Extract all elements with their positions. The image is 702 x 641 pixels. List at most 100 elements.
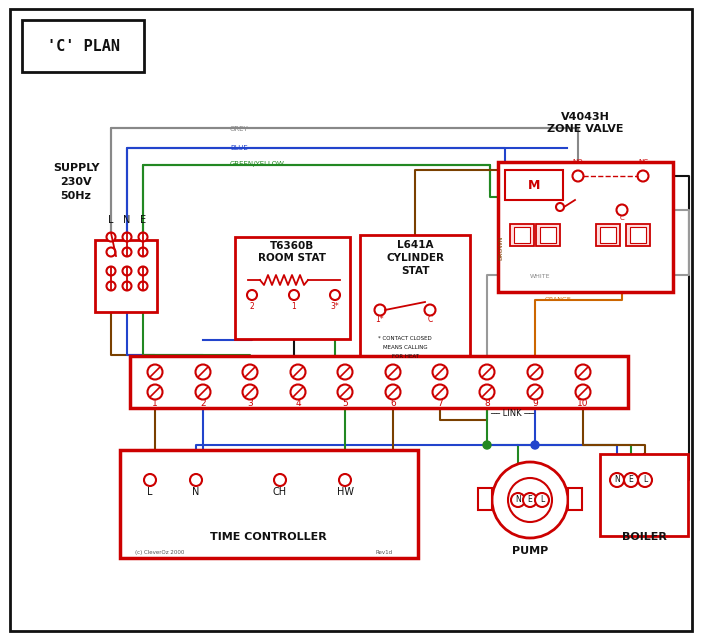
Text: PUMP: PUMP [512, 546, 548, 556]
Circle shape [291, 365, 305, 379]
Text: L: L [540, 495, 544, 504]
Circle shape [508, 478, 552, 522]
Text: MEANS CALLING: MEANS CALLING [383, 345, 428, 350]
Bar [540, 227, 556, 243]
Text: 10: 10 [577, 399, 589, 408]
Circle shape [531, 441, 539, 449]
Bar [600, 227, 616, 243]
Circle shape [107, 247, 116, 256]
Text: 50Hz: 50Hz [60, 191, 91, 201]
Text: 3*: 3* [331, 302, 339, 311]
Circle shape [330, 290, 340, 300]
Circle shape [339, 474, 351, 486]
Circle shape [483, 441, 491, 449]
Text: 1: 1 [291, 302, 296, 311]
Bar [505, 170, 563, 200]
Circle shape [374, 304, 385, 315]
Bar [568, 488, 582, 510]
Bar [510, 224, 534, 246]
Text: 3: 3 [247, 399, 253, 408]
Text: GREEN/YELLOW: GREEN/YELLOW [230, 161, 285, 167]
Text: C: C [428, 315, 432, 324]
Circle shape [107, 267, 116, 276]
Text: T6360B: T6360B [270, 241, 314, 251]
Text: L: L [108, 215, 114, 225]
Circle shape [242, 385, 258, 399]
Text: N: N [124, 215, 131, 225]
Circle shape [527, 365, 543, 379]
Circle shape [637, 171, 649, 181]
Circle shape [190, 474, 202, 486]
Text: V4043H: V4043H [561, 112, 609, 122]
Text: NO: NO [573, 159, 583, 165]
Text: NC: NC [638, 159, 648, 165]
Text: WHITE: WHITE [530, 274, 550, 279]
Text: N: N [614, 476, 620, 485]
Circle shape [138, 281, 147, 290]
Circle shape [535, 493, 549, 507]
Text: E: E [528, 495, 532, 504]
Bar [498, 162, 673, 292]
Text: BOILER: BOILER [621, 532, 666, 542]
Circle shape [138, 247, 147, 256]
Text: TIME CONTROLLER: TIME CONTROLLER [210, 532, 326, 542]
Circle shape [138, 267, 147, 276]
Circle shape [556, 203, 564, 211]
Text: L641A: L641A [397, 240, 433, 250]
Circle shape [624, 473, 638, 487]
Bar [130, 356, 628, 408]
Text: M: M [528, 178, 540, 192]
Circle shape [144, 474, 156, 486]
Text: Rev1d: Rev1d [375, 550, 392, 555]
Text: * CONTACT CLOSED: * CONTACT CLOSED [378, 336, 432, 341]
Circle shape [573, 171, 583, 181]
Circle shape [123, 267, 131, 276]
Circle shape [123, 233, 131, 242]
Text: CH: CH [273, 487, 287, 497]
Text: 4: 4 [295, 399, 301, 408]
Circle shape [338, 365, 352, 379]
Bar [478, 488, 492, 510]
Text: CYLINDER: CYLINDER [386, 253, 444, 263]
Text: 1: 1 [152, 399, 158, 408]
Text: ── LINK ──: ── LINK ── [490, 409, 534, 418]
Bar [630, 227, 646, 243]
Circle shape [123, 247, 131, 256]
Text: ORANGE: ORANGE [545, 297, 571, 302]
Circle shape [479, 365, 494, 379]
Circle shape [432, 365, 447, 379]
Text: 230V: 230V [60, 177, 92, 187]
Circle shape [107, 233, 116, 242]
Circle shape [147, 385, 162, 399]
Circle shape [195, 365, 211, 379]
Text: 9: 9 [532, 399, 538, 408]
Circle shape [616, 204, 628, 215]
Circle shape [123, 281, 131, 290]
Bar [596, 224, 620, 246]
Text: E: E [140, 215, 146, 225]
Circle shape [638, 473, 652, 487]
Text: N: N [192, 487, 199, 497]
Circle shape [511, 493, 525, 507]
Circle shape [432, 385, 447, 399]
Text: ZONE VALVE: ZONE VALVE [547, 124, 623, 134]
Circle shape [138, 233, 147, 242]
Circle shape [479, 385, 494, 399]
Text: ROOM STAT: ROOM STAT [258, 253, 326, 263]
Bar [600, 454, 688, 536]
Circle shape [425, 304, 435, 315]
Text: 'C' PLAN: 'C' PLAN [46, 38, 119, 53]
Circle shape [385, 365, 401, 379]
Bar [360, 235, 470, 375]
Text: SUPPLY: SUPPLY [53, 163, 99, 173]
Circle shape [195, 385, 211, 399]
Bar [626, 224, 650, 246]
Bar [536, 224, 560, 246]
Text: 2: 2 [200, 399, 206, 408]
Text: 2: 2 [250, 302, 254, 311]
Circle shape [291, 385, 305, 399]
Circle shape [492, 462, 568, 538]
Text: STAT: STAT [401, 266, 429, 276]
Text: GREY: GREY [230, 126, 249, 132]
Circle shape [527, 385, 543, 399]
